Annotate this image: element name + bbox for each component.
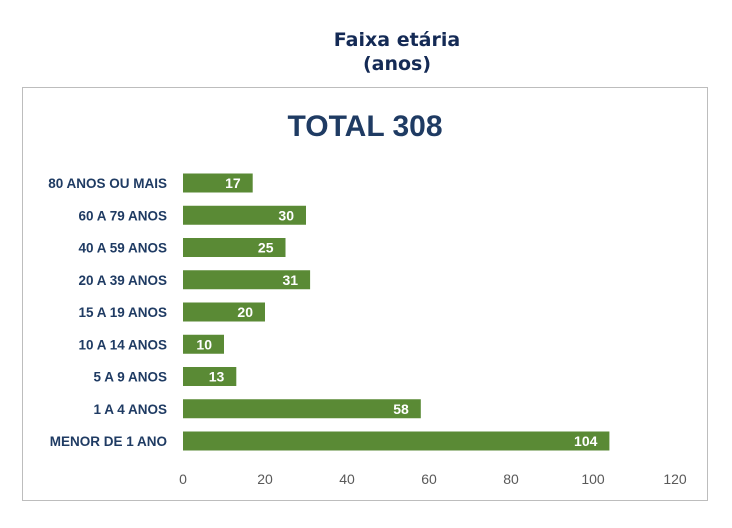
category-label-60-a-79-anos: 60 A 79 ANOS xyxy=(78,208,167,223)
value-label-80-anos-ou-mais: 17 xyxy=(225,175,241,191)
x-tick-label-0: 0 xyxy=(179,471,187,487)
bar-5-a-9-anos xyxy=(183,367,237,386)
x-tick-label-60: 60 xyxy=(421,471,437,487)
bar-20-a-39-anos xyxy=(183,270,311,290)
bar-10-a-14-anos xyxy=(183,334,224,354)
bar-15-a-19-anos xyxy=(183,302,265,322)
value-label-10-a-14-anos: 10 xyxy=(196,336,212,352)
category-label-5-a-9-anos: 5 A 9 ANOS xyxy=(93,370,167,385)
category-label-menor-de-1-ano: MENOR DE 1 ANO xyxy=(50,434,167,449)
bar-40-a-59-anos xyxy=(183,238,286,257)
x-tick-label-40: 40 xyxy=(339,471,355,487)
value-label-20-a-39-anos: 31 xyxy=(283,272,299,288)
value-label-60-a-79-anos: 30 xyxy=(278,207,294,223)
value-label-menor-de-1-ano: 104 xyxy=(574,433,598,449)
bar-60-a-79-anos xyxy=(183,205,306,225)
chart-title: TOTAL 308 xyxy=(287,110,442,143)
bar-1-a-4-anos xyxy=(183,399,421,419)
bars-layer xyxy=(183,173,610,451)
bar-menor-de-1-ano xyxy=(183,431,610,451)
heading-line-1: Faixa etária xyxy=(333,29,461,51)
x-tick-label-80: 80 xyxy=(503,471,519,487)
category-label-40-a-59-anos: 40 A 59 ANOS xyxy=(78,241,167,256)
x-tick-label-20: 20 xyxy=(257,471,273,487)
x-tick-label-100: 100 xyxy=(581,471,605,487)
value-label-1-a-4-anos: 58 xyxy=(393,401,409,417)
bar-80-anos-ou-mais xyxy=(183,173,253,193)
category-label-1-a-4-anos: 1 A 4 ANOS xyxy=(93,402,167,417)
category-label-80-anos-ou-mais: 80 ANOS OU MAIS xyxy=(48,176,167,191)
value-label-40-a-59-anos: 25 xyxy=(258,240,274,256)
category-label-15-a-19-anos: 15 A 19 ANOS xyxy=(78,305,167,320)
heading-line-2: (anos) xyxy=(362,53,432,75)
value-labels: 104 58 13 10 20 31 25 30 17 xyxy=(196,175,597,449)
x-axis-ticks: 0 20 40 60 80 100 120 xyxy=(179,471,687,487)
category-labels: MENOR DE 1 ANO 1 A 4 ANOS 5 A 9 ANOS 10 A 1… xyxy=(48,176,167,449)
x-tick-label-120: 120 xyxy=(663,471,687,487)
value-label-15-a-19-anos: 20 xyxy=(237,304,253,320)
category-label-20-a-39-anos: 20 A 39 ANOS xyxy=(78,273,167,288)
chart-heading: Faixa etária (anos) xyxy=(0,28,732,76)
value-label-5-a-9-anos: 13 xyxy=(209,369,225,385)
category-label-10-a-14-anos: 10 A 14 ANOS xyxy=(78,337,167,352)
